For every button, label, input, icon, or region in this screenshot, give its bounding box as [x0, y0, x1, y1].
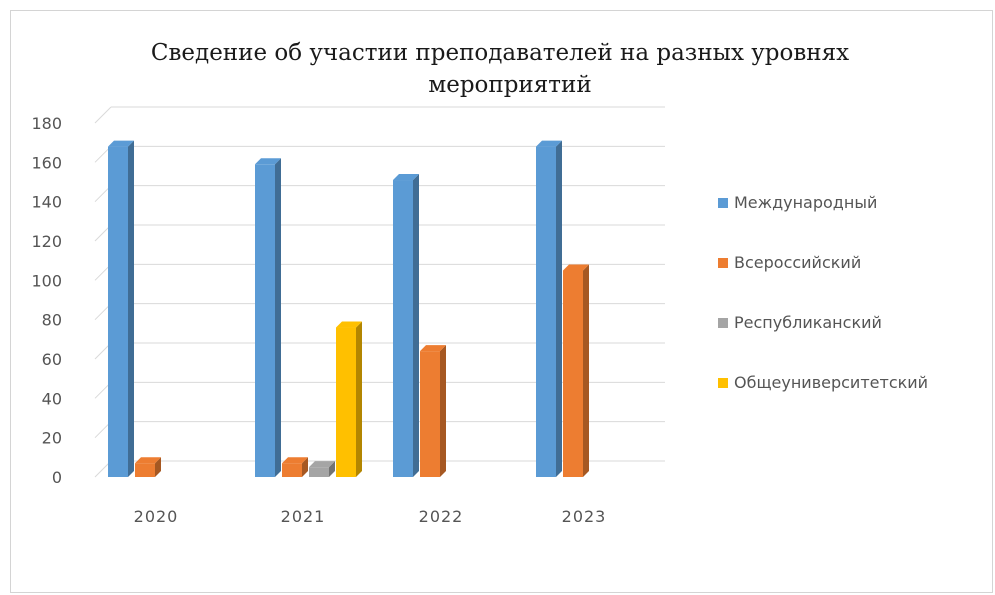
y-tick-label: 80: [42, 311, 62, 330]
bar-side: [440, 345, 446, 477]
bar: [135, 463, 155, 477]
bar-side: [275, 158, 281, 478]
y-tick-label: 180: [31, 114, 62, 133]
legend-item-respublikansky: Республиканский: [718, 313, 882, 332]
chart-title-line2: мероприятий: [428, 72, 592, 98]
bar-top: [309, 461, 335, 468]
bar: [420, 351, 440, 477]
y-tick-label: 0: [52, 468, 62, 487]
y-tick-label: 40: [42, 389, 62, 408]
chart-title-line1: Сведение об участии преподавателей на ра…: [150, 40, 850, 66]
y-tick-label: 20: [42, 429, 62, 448]
bar-top: [420, 345, 446, 352]
bar-side: [356, 321, 362, 477]
bar-top: [536, 140, 562, 147]
legend-swatch-vserossiysky: [718, 257, 728, 268]
bar: [336, 327, 356, 477]
legend-label-mezhdunarodny: Международный: [734, 193, 878, 212]
bar: [282, 463, 302, 477]
y-tick-label: 140: [31, 193, 62, 212]
y-tick-label: 160: [31, 153, 62, 172]
bar-top: [108, 140, 134, 147]
legend-label-respublikansky: Республиканский: [734, 313, 882, 332]
bar-top: [255, 158, 281, 165]
bar-side: [329, 461, 335, 477]
y-tick-label: 100: [31, 271, 62, 290]
legend-item-mezhdunarodny: Международный: [718, 193, 877, 212]
bar-top: [393, 174, 419, 181]
bar: [309, 467, 329, 477]
bar-top: [563, 264, 589, 271]
bar: [255, 164, 275, 478]
bar-side: [155, 457, 161, 477]
x-tick-label: 2023: [562, 507, 607, 526]
legend-label-vserossiysky: Всероссийский: [734, 253, 862, 272]
x-tick-label: 2021: [281, 507, 326, 526]
x-tick-label: 2022: [419, 507, 464, 526]
bar-top: [282, 457, 308, 464]
bar-top: [336, 321, 362, 328]
bar-side: [302, 457, 308, 477]
bar-side: [583, 264, 589, 477]
bar: [393, 180, 413, 478]
bar-side: [128, 140, 134, 477]
y-tick-label: 60: [42, 350, 62, 369]
bar: [108, 146, 128, 477]
bar-side: [413, 174, 419, 478]
bar-top: [135, 457, 161, 464]
y-tick-label: 120: [31, 232, 62, 251]
legend-swatch-obshcheuniversitetsky: [718, 377, 728, 388]
legend-swatch-mezhdunarodny: [718, 197, 728, 208]
legend-swatch-respublikansky: [718, 317, 728, 328]
bar-side: [556, 140, 562, 477]
legend-item-obshcheuniversitetsky: Общеуниверситетский: [718, 373, 928, 392]
legend-label-obshcheuniversitetsky: Общеуниверситетский: [734, 373, 929, 392]
x-tick-label: 2020: [134, 507, 179, 526]
gridline-depth: [94, 106, 112, 124]
legend-item-vserossiysky: Всероссийский: [718, 253, 861, 272]
bar: [563, 270, 583, 477]
bar: [536, 146, 556, 477]
